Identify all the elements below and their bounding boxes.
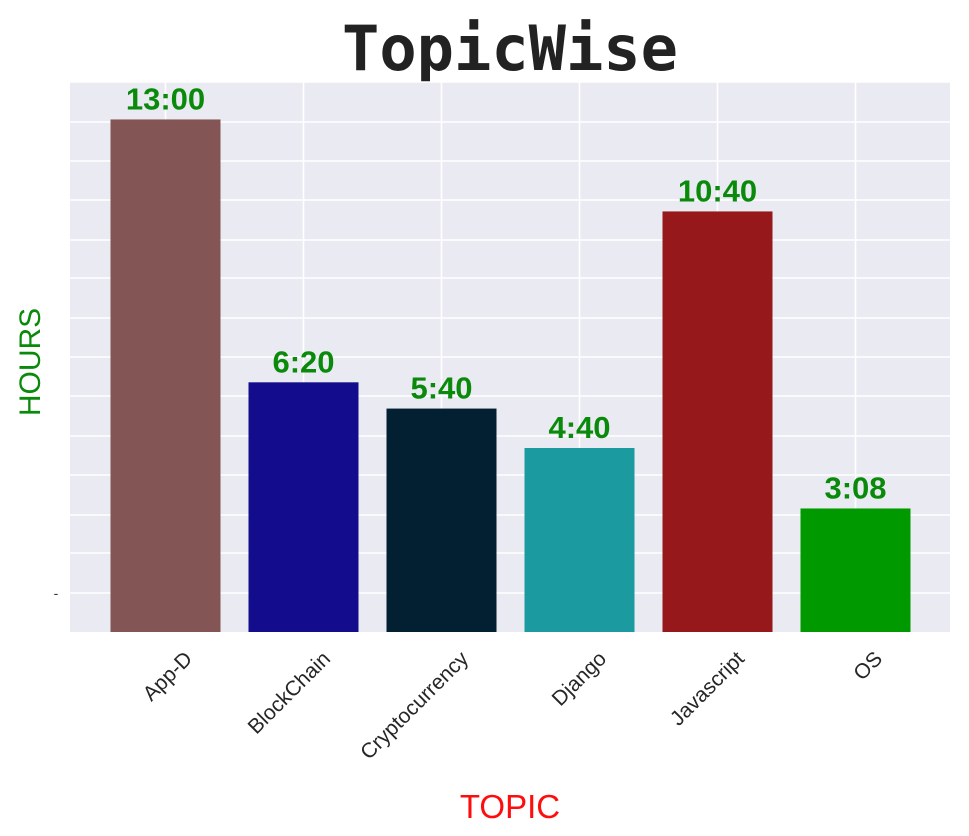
bar-blockchain xyxy=(248,382,359,632)
x-tick-label: App-D xyxy=(139,647,197,705)
x-tick-label: Django xyxy=(548,647,611,710)
bars xyxy=(110,119,911,633)
bar-value-label: 10:40 xyxy=(678,173,757,208)
y-tick-label: - xyxy=(54,585,59,601)
x-axis-label: TOPIC xyxy=(460,788,560,825)
bar-os xyxy=(800,508,911,632)
bar-django xyxy=(524,447,635,632)
x-tick-label: Javascript xyxy=(666,647,749,730)
bar-javascript xyxy=(662,211,773,633)
bar-app-d xyxy=(110,119,221,632)
x-tick-label: BlockChain xyxy=(244,647,335,738)
bar-cryptocurrency xyxy=(386,408,497,632)
bar-value-label: 5:40 xyxy=(410,371,472,406)
bar-value-label: 13:00 xyxy=(126,81,205,116)
chart-title: TopicWise xyxy=(342,12,678,85)
x-tick-labels: App-D BlockChain Cryptocurrency Django Javas… xyxy=(139,647,887,764)
x-tick-label: Cryptocurrency xyxy=(356,647,473,764)
bar-value-label: 6:20 xyxy=(272,344,334,379)
value-labels: 13:00 6:20 5:40 4:40 10:40 3:08 xyxy=(126,81,887,505)
bar-value-label: 4:40 xyxy=(548,410,610,445)
x-tick-label: OS xyxy=(849,647,887,685)
y-axis-label: HOURS xyxy=(14,308,47,416)
bar-value-label: 3:08 xyxy=(824,470,886,505)
